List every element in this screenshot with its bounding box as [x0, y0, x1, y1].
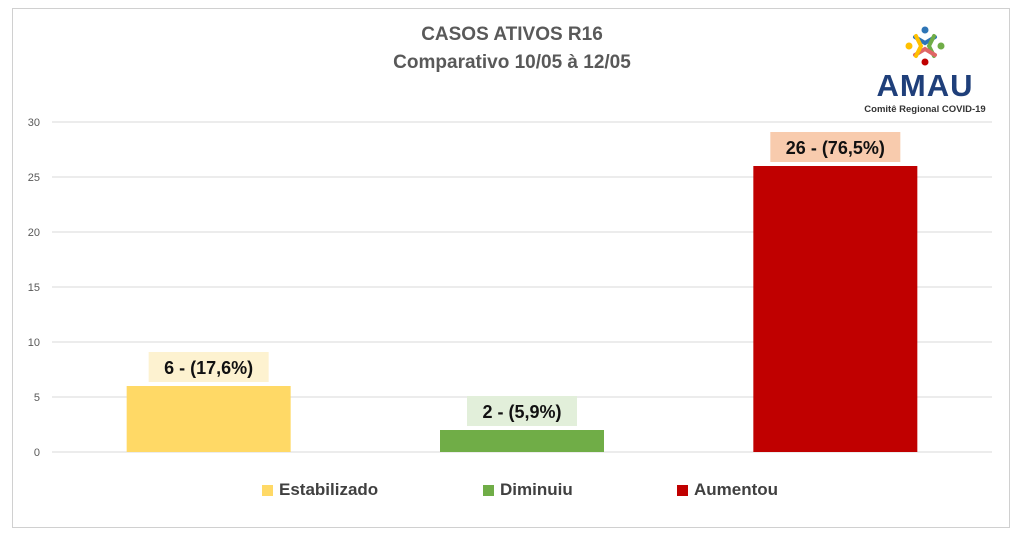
y-tick-label: 15	[28, 282, 40, 294]
logo-name: AMAU	[876, 68, 974, 103]
y-tick-label: 25	[28, 172, 40, 184]
legend-label: Diminuiu	[500, 480, 573, 499]
y-tick-label: 30	[28, 117, 40, 129]
data-label: 26 - (76,5%)	[786, 138, 885, 158]
bar-diminuiu	[440, 430, 604, 452]
people-circle-icon	[905, 26, 945, 66]
y-tick-label: 20	[28, 227, 40, 239]
amau-logo: AMAU Comitê Regional COVID-19	[855, 24, 995, 120]
data-label-background	[467, 396, 577, 426]
bar-estabilizado	[126, 386, 291, 452]
chart-title: CASOS ATIVOS R16	[421, 24, 603, 45]
y-tick-label: 10	[28, 337, 40, 349]
y-tick-label: 5	[34, 392, 40, 404]
legend-swatch	[483, 484, 494, 496]
y-tick-label: 0	[34, 447, 40, 459]
legend-item-estabilizado: Estabilizado	[262, 480, 378, 500]
data-label: 2 - (5,9%)	[482, 402, 561, 422]
data-label-background	[148, 352, 269, 382]
data-label-background	[770, 132, 901, 162]
chart-subtitle: Comparativo 10/05 à 12/05	[393, 52, 631, 73]
legend-label: Aumentou	[694, 480, 779, 499]
legend-item-aumentou: Aumentou	[677, 480, 778, 500]
logo-subtitle: Comitê Regional COVID-19	[864, 104, 986, 115]
legend-swatch	[677, 484, 688, 496]
data-label: 6 - (17,6%)	[164, 358, 253, 378]
legend-item-diminuiu: Diminuiu	[483, 480, 573, 500]
legend-swatch	[262, 484, 273, 496]
bar-aumentou	[753, 166, 918, 452]
legend-label: Estabilizado	[279, 480, 379, 499]
